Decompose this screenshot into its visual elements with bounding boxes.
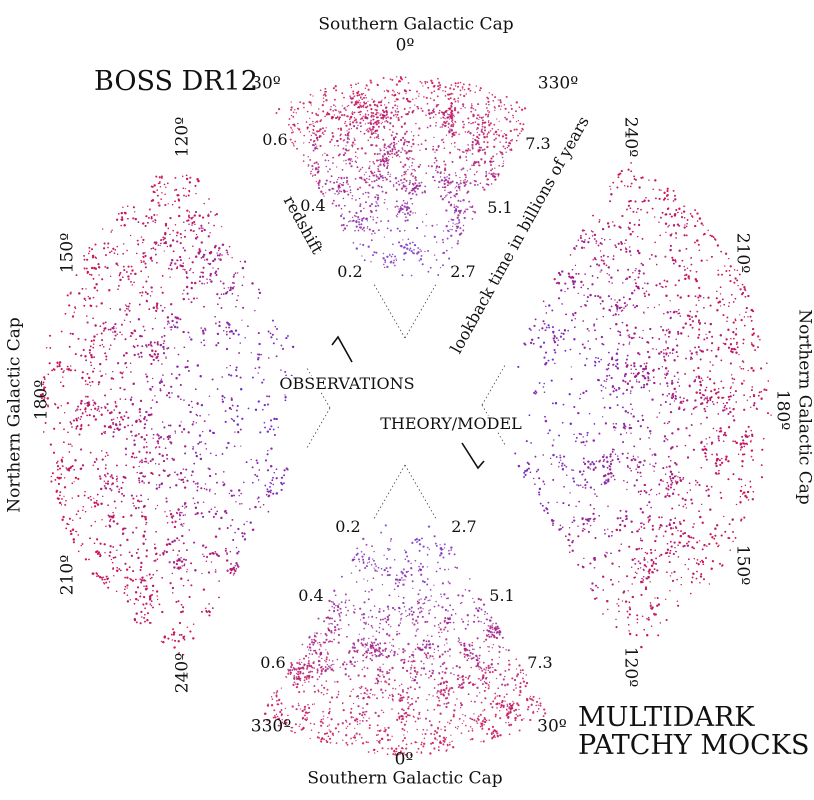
lookback-tick-bottom-2.7: 2.7 — [451, 517, 477, 536]
angle-label-left-150: 150º — [57, 232, 78, 274]
lookback-tick-top-7.3: 7.3 — [525, 134, 551, 153]
angle-label-left-240: 240º — [172, 652, 193, 694]
pointer-observations — [331, 335, 353, 363]
title-mocks-line2: PATCHY MOCKS — [578, 730, 810, 761]
lookback-tick-top-5.1: 5.1 — [487, 198, 513, 217]
wedge-bottom — [263, 464, 547, 756]
lookback-tick-top-2.7: 2.7 — [450, 262, 476, 281]
label-theory-model: THEORY/MODEL — [379, 414, 523, 433]
cap-label-left: Northern Galactic Cap — [4, 317, 25, 513]
angle-label-top-330: 330º — [537, 73, 579, 94]
label-observations: OBSERVATIONS — [278, 374, 416, 393]
redshift-tick-top-0.2: 0.2 — [337, 262, 363, 281]
angle-label-right-150: 150º — [732, 544, 753, 586]
lookback-tick-bottom-5.1: 5.1 — [489, 586, 515, 605]
redshift-tick-top-0.4: 0.4 — [300, 196, 326, 215]
angle-label-left-210: 210º — [57, 554, 78, 596]
angle-label-top-30: 30º — [251, 73, 281, 94]
angle-label-right-240: 240º — [620, 116, 641, 158]
title-mocks-line1: MULTIDARK — [578, 702, 755, 733]
cap-label-top: Southern Galactic Cap — [318, 14, 514, 35]
redshift-tick-bottom-0.6: 0.6 — [260, 653, 286, 672]
redshift-tick-bottom-0.4: 0.4 — [298, 586, 324, 605]
wedge-left — [39, 174, 331, 656]
angle-label-right-210: 210º — [732, 232, 753, 274]
redshift-tick-bottom-0.2: 0.2 — [335, 517, 361, 536]
wedge-top — [275, 75, 527, 339]
angle-label-bottom-0: 0º — [394, 749, 414, 770]
redshift-tick-top-0.6: 0.6 — [262, 130, 288, 149]
angle-label-right-120: 120º — [620, 646, 641, 688]
angle-label-right-180: 180º — [772, 389, 793, 431]
wedge-right — [481, 162, 772, 649]
title-observations: BOSS DR12 — [94, 66, 258, 97]
angle-label-bottom-30: 30º — [537, 716, 567, 737]
cap-label-bottom: Southern Galactic Cap — [307, 768, 503, 789]
angle-label-bottom-330: 330º — [250, 716, 292, 737]
angle-label-top-0: 0º — [395, 35, 415, 56]
lookback-tick-bottom-7.3: 7.3 — [527, 653, 553, 672]
angle-label-left-120: 120º — [172, 116, 193, 158]
pointer-model — [461, 442, 485, 470]
cap-label-right: Northern Galactic Cap — [794, 309, 814, 505]
angle-label-left-180: 180º — [31, 379, 52, 421]
